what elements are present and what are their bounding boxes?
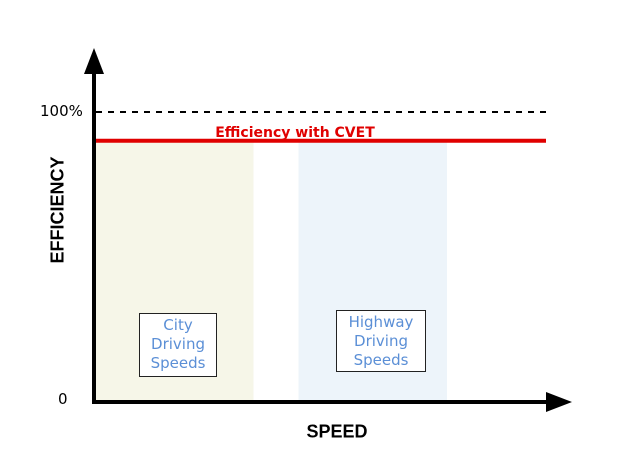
x-axis-label: SPEED [306, 421, 368, 442]
highway-label-line-1: Highway [348, 313, 414, 331]
city-speeds-label-box: City Driving Speeds [139, 313, 217, 377]
y-tick-0: 0 [58, 390, 68, 408]
city-label-line-2: Driving [151, 335, 205, 353]
highway-speeds-label-box: Highway Driving Speeds [336, 310, 426, 372]
x-axis-arrowhead [546, 392, 572, 412]
series-label-cvet: Efficiency with CVET [215, 125, 375, 141]
y-axis-arrowhead [84, 48, 104, 74]
city-label-line-1: City [163, 316, 193, 334]
speed-bands [96, 140, 447, 401]
y-axis-label: EFFICIENCY [47, 156, 68, 264]
highway-label-line-2: Driving [354, 332, 408, 350]
y-tick-100: 100% [40, 102, 83, 120]
city-label-line-3: Speeds [150, 354, 206, 372]
highway-label-line-3: Speeds [353, 351, 409, 369]
